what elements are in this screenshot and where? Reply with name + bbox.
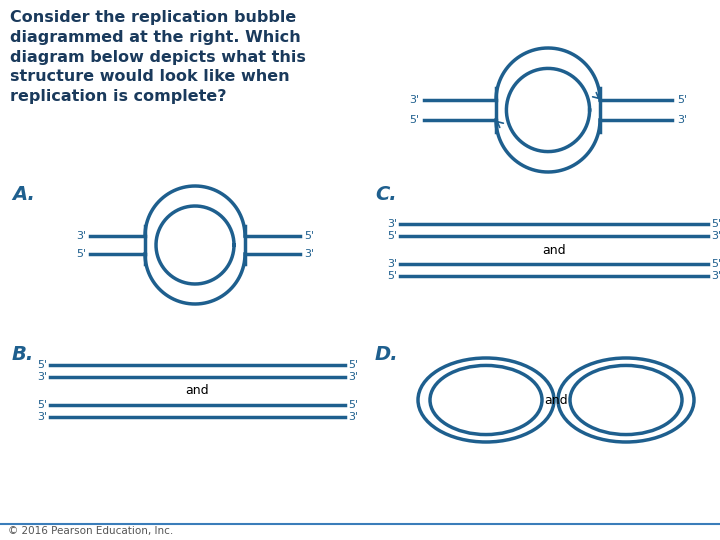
Text: B.: B.	[12, 345, 35, 364]
Text: 5': 5'	[387, 271, 397, 281]
Text: 3': 3'	[348, 412, 358, 422]
Text: 3': 3'	[387, 259, 397, 269]
Text: Consider the replication bubble
diagrammed at the right. Which
diagram below dep: Consider the replication bubble diagramm…	[10, 10, 306, 104]
Text: 5': 5'	[304, 231, 314, 241]
Text: 3': 3'	[677, 115, 687, 125]
Text: 5': 5'	[711, 219, 720, 229]
Text: 5': 5'	[387, 231, 397, 241]
Text: 5': 5'	[37, 360, 47, 370]
Text: 3': 3'	[711, 231, 720, 241]
Text: 5': 5'	[37, 400, 47, 410]
Text: 3': 3'	[348, 372, 358, 382]
Text: C.: C.	[375, 185, 397, 204]
Text: and: and	[186, 384, 210, 397]
Text: 3': 3'	[76, 231, 86, 241]
Text: 5': 5'	[409, 115, 419, 125]
Text: 5': 5'	[677, 95, 687, 105]
Text: and: and	[544, 394, 568, 407]
Text: 3': 3'	[304, 249, 314, 259]
Text: 5': 5'	[76, 249, 86, 259]
Text: 3': 3'	[711, 271, 720, 281]
Text: 3': 3'	[409, 95, 419, 105]
Text: 3': 3'	[37, 412, 47, 422]
Text: © 2016 Pearson Education, Inc.: © 2016 Pearson Education, Inc.	[8, 526, 174, 536]
Text: 3': 3'	[37, 372, 47, 382]
Text: D.: D.	[375, 345, 399, 364]
Text: 5': 5'	[348, 400, 358, 410]
Text: A.: A.	[12, 185, 35, 204]
Text: 3': 3'	[387, 219, 397, 229]
Text: and: and	[542, 244, 566, 256]
Text: 5': 5'	[711, 259, 720, 269]
Text: 5': 5'	[348, 360, 358, 370]
